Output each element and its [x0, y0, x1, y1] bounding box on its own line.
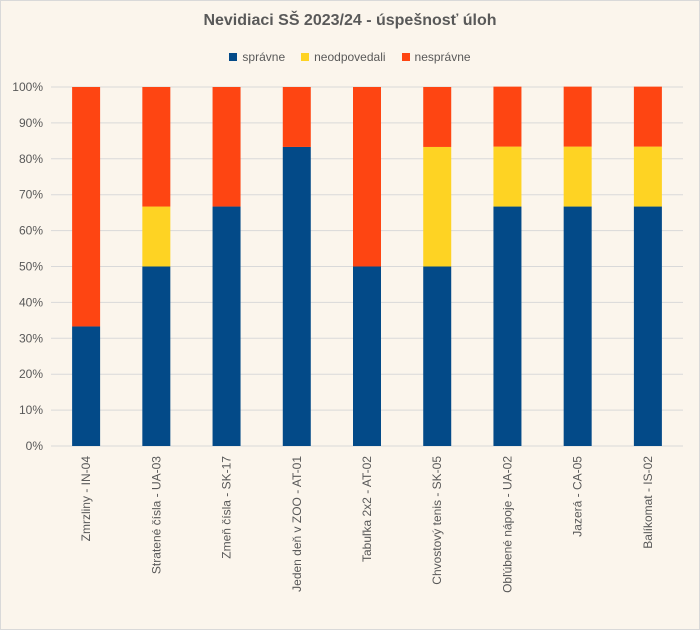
bar-segment [423, 87, 452, 147]
y-tick-label: 0% [26, 439, 44, 453]
x-tick-label: Obľúbené nápoje - UA-02 [500, 456, 514, 593]
y-tick-label: 90% [19, 116, 43, 130]
bar-segment [563, 86, 592, 147]
x-tick-label: Jeden deň v ZOO - AT-01 [290, 456, 304, 592]
legend-swatch-nespravne [401, 53, 410, 61]
bar-segment [423, 146, 452, 267]
bar-segment [493, 206, 522, 446]
bar-segment [72, 326, 101, 446]
y-tick-label: 100% [12, 80, 43, 94]
bar-segment [633, 146, 662, 207]
bar-segment [282, 87, 311, 147]
bar-segment [142, 266, 171, 446]
bar-segment [493, 86, 522, 147]
x-tick-label: Balíkomat - IS-02 [641, 456, 655, 549]
bar-segment [423, 266, 452, 446]
bar-segment [493, 146, 522, 207]
chart-title: Nevidiaci SŠ 2023/24 - úspešnosť úloh [203, 12, 497, 29]
legend-swatch-neodpovedali [301, 53, 310, 61]
bar-segment [563, 206, 592, 446]
bar-segment [282, 146, 311, 446]
legend: správne neodpovedali nesprávne [0, 50, 700, 64]
legend-label-nespravne: nesprávne [414, 50, 471, 64]
legend-swatch-spravne [229, 53, 238, 61]
y-tick-label: 10% [19, 403, 43, 417]
y-tick-label: 60% [19, 224, 43, 238]
bar-segment [142, 206, 171, 267]
legend-item-nespravne: nesprávne [401, 50, 471, 64]
x-tick-label: Chvostový tenis - SK-05 [430, 456, 444, 585]
y-tick-label: 40% [19, 295, 43, 309]
y-tick-label: 70% [19, 188, 43, 202]
y-tick-label: 30% [19, 331, 43, 345]
bar-segment [72, 87, 101, 327]
x-tick-label: Jazerá - CA-05 [571, 456, 585, 537]
bar-segment [212, 206, 241, 446]
x-tick-label: Tabuľka 2x2 - AT-02 [360, 456, 374, 562]
bar-segment [142, 87, 171, 207]
x-tick-label: Zmrzliny - IN-04 [79, 456, 93, 542]
x-tick-label: Zmeň čísla - SK-17 [220, 456, 234, 559]
bar-segment [212, 87, 241, 207]
legend-label-spravne: správne [242, 50, 286, 64]
bar-segment [633, 206, 662, 446]
legend-label-neodpovedali: neodpovedali [314, 50, 386, 64]
legend-item-spravne: správne [229, 50, 285, 64]
y-tick-label: 50% [19, 260, 43, 274]
y-tick-label: 80% [19, 152, 43, 166]
bar-segment [633, 86, 662, 147]
legend-item-neodpovedali: neodpovedali [301, 50, 386, 64]
bar-segment [563, 146, 592, 207]
y-tick-label: 20% [19, 367, 43, 381]
x-tick-label: Stratené čísla - UA-03 [149, 456, 163, 574]
bar-segment [353, 266, 381, 446]
bar-segment [353, 87, 381, 267]
